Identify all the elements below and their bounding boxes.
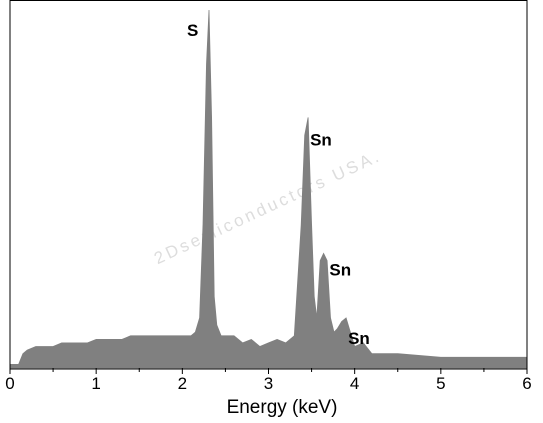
peak-label: Sn: [310, 130, 332, 149]
x-axis-title: Energy (keV): [227, 397, 338, 418]
x-tick-label: 4: [350, 374, 359, 393]
plot-background: [10, 0, 527, 369]
x-axis: 0 1 2 3 4 5 6: [5, 368, 532, 393]
peak-label: Sn: [348, 329, 370, 348]
x-tick-label: 5: [436, 374, 445, 393]
x-tick-label: 6: [522, 374, 531, 393]
peak-label: Sn: [329, 260, 351, 279]
peak-label: S: [187, 21, 198, 40]
spectrum-area-0: [9, 9, 528, 369]
x-tick-label: 1: [91, 374, 100, 393]
series-layer: [9, 9, 528, 369]
peak-labels: S Sn Sn Sn: [187, 21, 370, 348]
x-tick-label: 2: [178, 374, 187, 393]
x-tick-label: 3: [264, 374, 273, 393]
x-tick-label: 0: [5, 374, 14, 393]
